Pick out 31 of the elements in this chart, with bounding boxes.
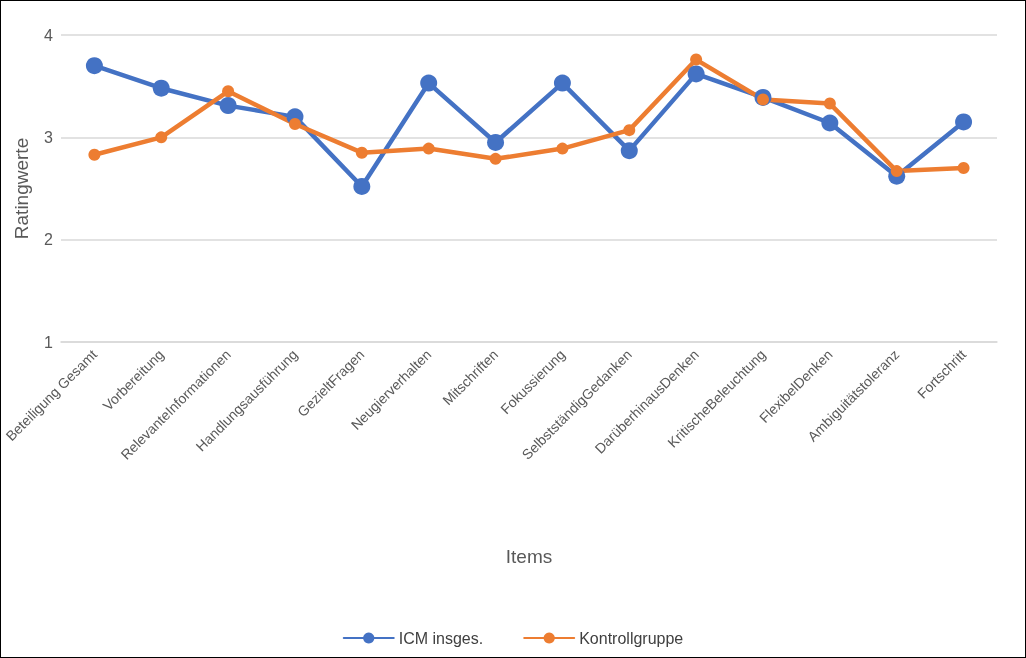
point [553, 74, 571, 92]
point [955, 113, 973, 131]
point [690, 53, 703, 66]
point [687, 65, 705, 83]
point [155, 131, 168, 144]
y-tick-label: 1 [44, 333, 54, 351]
point [85, 57, 103, 75]
y-tick-label: 3 [44, 128, 54, 146]
x-axis-title: Items [505, 546, 553, 567]
point [422, 142, 435, 155]
point [152, 79, 170, 97]
legend-label: ICM insges. [398, 629, 484, 647]
point [222, 85, 235, 98]
point [489, 152, 502, 165]
point [88, 148, 101, 161]
y-tick-label: 2 [44, 231, 54, 249]
point [487, 133, 505, 151]
y-tick-label: 4 [44, 26, 54, 44]
point [821, 114, 839, 132]
point [556, 142, 569, 155]
y-axis-title: Ratingwerte [10, 137, 32, 240]
point [623, 124, 636, 137]
point [219, 97, 237, 115]
legend-label: Kontrollgruppe [579, 629, 684, 647]
point [288, 118, 301, 131]
point [957, 162, 970, 175]
point [420, 74, 438, 92]
point [823, 97, 836, 110]
point [355, 146, 368, 159]
point [620, 142, 638, 160]
point [353, 177, 371, 195]
